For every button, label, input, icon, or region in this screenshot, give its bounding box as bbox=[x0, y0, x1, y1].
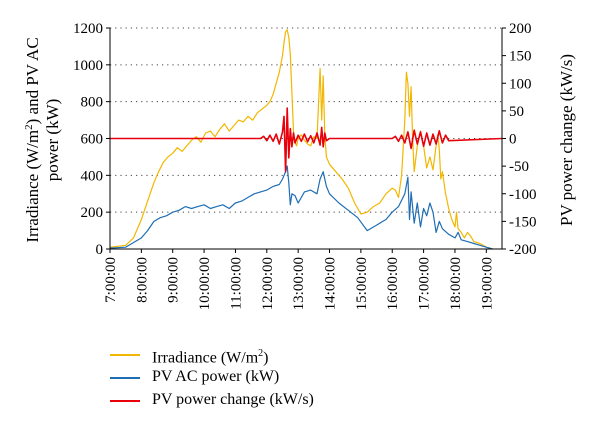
legend-item-pv-power-change: PV power change (kW/s) bbox=[110, 390, 470, 412]
left-tick-label-5: 1000 bbox=[73, 58, 103, 74]
legend-swatch-irradiance bbox=[110, 354, 140, 356]
left-tick-label-2: 400 bbox=[81, 168, 104, 184]
legend-label-irradiance-superscript: 2 bbox=[258, 348, 264, 359]
x-tick-label-7: 14:00:00 bbox=[323, 257, 339, 310]
x-tick-label-1: 8:00:00 bbox=[134, 257, 150, 303]
right-tick-label-3: -50 bbox=[509, 159, 529, 175]
left-tick-label-4: 800 bbox=[81, 95, 104, 111]
x-tick-label-6: 13:00:00 bbox=[291, 257, 307, 310]
legend-label-pv-ac-power: PV AC power (kW) bbox=[152, 368, 280, 385]
legend-label-irradiance-text: Irradiance (W/m bbox=[152, 349, 259, 367]
right-axis-title: PV power change (kW/s) bbox=[557, 54, 576, 226]
x-tick-label-11: 18:00:00 bbox=[448, 257, 464, 310]
x-tick-label-0: 7:00:00 bbox=[103, 257, 119, 303]
right-tick-label-4: 0 bbox=[509, 132, 517, 148]
left-axis-ticks: 0 200 400 600 800 1000 1200 bbox=[73, 21, 110, 258]
right-tick-label-8: 200 bbox=[509, 21, 532, 37]
series-line-pv-power-change bbox=[110, 107, 503, 173]
left-axis-title: Irradiance (W/m2) and PV AC bbox=[23, 37, 42, 242]
left-tick-label-1: 200 bbox=[81, 205, 104, 221]
x-tick-label-5: 12:00:00 bbox=[260, 257, 276, 310]
left-tick-label-0: 0 bbox=[96, 242, 104, 258]
legend-label-irradiance: Irradiance (W/m2) bbox=[152, 344, 268, 368]
x-axis-ticks: 7:00:00 8:00:00 9:00:00 10:00:00 11:00:00 12:… bbox=[103, 249, 495, 310]
x-tick-label-10: 17:00:00 bbox=[417, 257, 433, 310]
left-axis-title-line-2: power (kW) bbox=[43, 99, 62, 182]
right-tick-label-1: -150 bbox=[509, 214, 537, 230]
x-tick-label-9: 16:00:00 bbox=[385, 257, 401, 310]
left-axis-title-superscript: 2 bbox=[23, 124, 35, 130]
left-axis-title-part-1: Irradiance (W/m bbox=[23, 130, 42, 243]
right-tick-label-6: 100 bbox=[509, 76, 532, 92]
right-tick-label-5: 50 bbox=[509, 104, 524, 120]
legend-label-irradiance-close: ) bbox=[263, 349, 269, 367]
legend-swatch-pv-ac-power bbox=[110, 377, 140, 379]
left-axis-title-part-2: ) and PV AC bbox=[23, 37, 42, 124]
x-tick-label-3: 10:00:00 bbox=[197, 257, 213, 310]
series-layer bbox=[109, 29, 503, 250]
legend-swatch-pv-power-change bbox=[110, 400, 140, 402]
left-tick-label-3: 600 bbox=[81, 132, 104, 148]
legend-label-pv-power-change: PV power change (kW/s) bbox=[152, 391, 314, 408]
chart: 0 200 400 600 800 1000 1200 -200 -150 -100 -50 0 50… bbox=[23, 21, 576, 310]
left-tick-label-6: 1200 bbox=[73, 21, 103, 37]
right-tick-label-2: -100 bbox=[509, 187, 537, 203]
series-line-pv-ac-power bbox=[109, 165, 493, 250]
right-axis-ticks: -200 -150 -100 -50 0 50 100 150 200 bbox=[502, 21, 537, 258]
right-tick-label-7: 150 bbox=[509, 49, 532, 65]
x-tick-label-2: 9:00:00 bbox=[166, 257, 182, 303]
x-tick-label-12: 19:00:00 bbox=[479, 257, 495, 310]
grid bbox=[110, 27, 502, 213]
x-tick-label-4: 11:00:00 bbox=[228, 257, 244, 310]
legend-item-irradiance: Irradiance (W/m2) bbox=[110, 344, 470, 366]
legend-item-pv-ac-power: PV AC power (kW) bbox=[110, 367, 470, 389]
x-tick-label-8: 15:00:00 bbox=[354, 257, 370, 310]
right-tick-label-0: -200 bbox=[509, 242, 537, 258]
